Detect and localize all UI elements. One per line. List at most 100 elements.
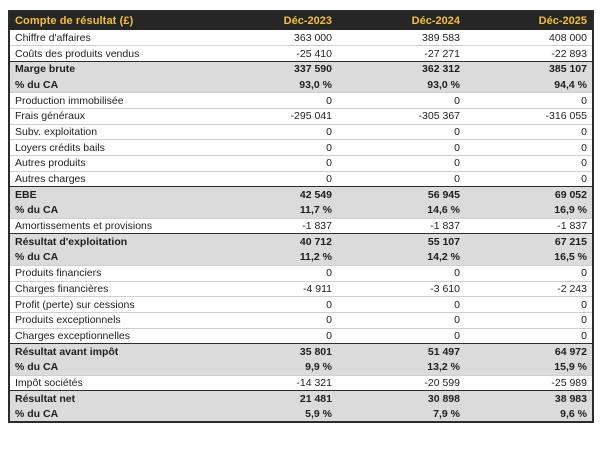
table-row: Coûts des produits vendus -25 410 -27 271-…	[9, 45, 593, 62]
row-value: 38 983	[465, 390, 593, 407]
table-title: Compte de résultat (£)	[9, 11, 209, 30]
row-value: 0	[465, 327, 593, 344]
row-value: 0	[209, 92, 337, 109]
row-value: -25 989	[465, 374, 593, 391]
row-label: % du CA	[9, 77, 209, 93]
row-label: % du CA	[9, 359, 209, 376]
row-value: -14 321	[209, 374, 337, 391]
row-value: 0	[337, 139, 465, 156]
table-row: Produits exceptionnels 0 0 0	[9, 311, 593, 329]
column-header-dec-2023: Déc-2023	[209, 11, 337, 30]
table-row: % du CA 5,9 % 7,9 % 9,6 %	[9, 406, 593, 423]
row-value: 64 972	[465, 343, 593, 360]
row-value: 385 107	[465, 60, 593, 78]
table-row: Résultat net 21 481 30 898 38 983	[9, 390, 593, 407]
row-value: 0	[337, 155, 465, 172]
table-row: Chiffre d'affaires 363 000 389 583 408 000	[9, 30, 593, 46]
row-value: 9,9 %	[209, 359, 337, 376]
table-row: Frais généraux -295 041 -305 367 -316 055	[9, 107, 593, 125]
row-value: -25 410	[209, 45, 337, 62]
row-value: 0	[209, 170, 337, 187]
row-value: 55 107	[337, 233, 465, 250]
table-row: Produits financiers 0 0 0	[9, 264, 593, 281]
table-row: Profit (perte) sur cessions 0 0 0	[9, 296, 593, 313]
row-label: Produits exceptionnels	[9, 311, 209, 329]
row-label: % du CA	[9, 406, 209, 423]
row-value: 0	[465, 139, 593, 156]
table-row: Autres produits 0 0 0	[9, 155, 593, 172]
row-label: EBE	[9, 186, 209, 203]
row-value: 40 712	[209, 233, 337, 250]
table-row: Charges exceptionnelles 0 0 0	[9, 327, 593, 344]
row-value: 0	[337, 170, 465, 187]
row-value: 0	[337, 327, 465, 344]
row-value: 30 898	[337, 390, 465, 407]
table-row: Résultat d'exploitation 40 712 55 107 67 21…	[9, 233, 593, 250]
row-value: 69 052	[465, 186, 593, 203]
row-value: 13,2 %	[337, 359, 465, 376]
table-body: Chiffre d'affaires 363 000 389 583 408 000 C…	[9, 30, 593, 423]
row-value: 67 215	[465, 233, 593, 250]
row-value: 0	[337, 92, 465, 109]
table-row: Autres charges 0 0 0	[9, 170, 593, 187]
row-label: Marge brute	[9, 60, 209, 78]
row-value: 11,2 %	[209, 249, 337, 266]
row-value: 363 000	[209, 30, 337, 46]
row-value: 35 801	[209, 343, 337, 360]
row-label: Charges financières	[9, 280, 209, 297]
row-label: Profit (perte) sur cessions	[9, 296, 209, 313]
row-value: 0	[337, 296, 465, 313]
row-value: 16,9 %	[465, 202, 593, 219]
row-value: -3 610	[337, 280, 465, 297]
table-row: % du CA 11,2 % 14,2 % 16,5 %	[9, 249, 593, 266]
row-value: 94,4 %	[465, 77, 593, 93]
row-value: -22 893	[465, 45, 593, 62]
row-value: -1 837	[465, 217, 593, 234]
row-value: -27 271	[337, 45, 465, 62]
row-label: Subv. exploitation	[9, 123, 209, 140]
row-value: 51 497	[337, 343, 465, 360]
row-value: 337 590	[209, 60, 337, 78]
row-value: 42 549	[209, 186, 337, 203]
row-value: 0	[465, 92, 593, 109]
row-value: 15,9 %	[465, 359, 593, 376]
row-value: 0	[465, 123, 593, 140]
row-value: 0	[209, 155, 337, 172]
row-value: 0	[337, 264, 465, 281]
row-value: 0	[209, 264, 337, 281]
row-value: 14,6 %	[337, 202, 465, 219]
row-value: 5,9 %	[209, 406, 337, 423]
row-value: 56 945	[337, 186, 465, 203]
row-value: 7,9 %	[337, 406, 465, 423]
row-label: Résultat avant impôt	[9, 343, 209, 360]
row-value: 0	[465, 170, 593, 187]
row-value: -316 055	[465, 107, 593, 125]
column-header-dec-2024: Déc-2024	[337, 11, 465, 30]
table-row: Charges financières -4 911 -3 610 -2 243	[9, 280, 593, 297]
row-value: 0	[209, 296, 337, 313]
row-value: -1 837	[337, 217, 465, 234]
row-value: 0	[209, 311, 337, 329]
row-value: 21 481	[209, 390, 337, 407]
table-row: Impôt sociétés -14 321 -20 599 -25 989	[9, 374, 593, 391]
row-label: Chiffre d'affaires	[9, 30, 209, 46]
table-row: % du CA 93,0 % 93,0 % 94,4 %	[9, 77, 593, 93]
row-value: -1 837	[209, 217, 337, 234]
table-row: Production immobilisée 0 0 0	[9, 92, 593, 109]
row-value: -2 243	[465, 280, 593, 297]
row-value: 0	[209, 327, 337, 344]
table-row: EBE 42 549 56 945 69 052	[9, 186, 593, 203]
table-header-row: Compte de résultat (£) Déc-2023 Déc-2024…	[9, 11, 593, 30]
table-row: % du CA 11,7 % 14,6 % 16,9 %	[9, 202, 593, 219]
table-row: Résultat avant impôt 35 801 51 497 64 972	[9, 343, 593, 360]
row-label: Production immobilisée	[9, 92, 209, 109]
row-value: 0	[337, 311, 465, 329]
row-label: Amortissements et provisions	[9, 217, 209, 234]
row-value: 0	[209, 123, 337, 140]
row-value: 0	[209, 139, 337, 156]
row-value: 16,5 %	[465, 249, 593, 266]
table-row: Amortissements et provisions -1 837 -1 837…	[9, 217, 593, 234]
row-value: 11,7 %	[209, 202, 337, 219]
row-label: Impôt sociétés	[9, 374, 209, 391]
